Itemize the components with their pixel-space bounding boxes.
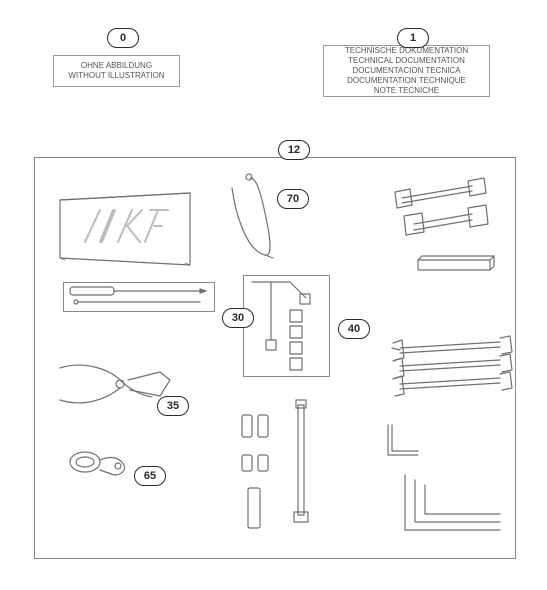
callout-65: 65: [134, 466, 166, 486]
callout-35: 35: [157, 396, 189, 416]
callout-0: 0: [107, 28, 139, 48]
callout-30-label: 30: [232, 312, 244, 324]
callout-65-label: 65: [144, 470, 156, 482]
callout-70: 70: [277, 189, 309, 209]
callout-30: 30: [222, 308, 254, 328]
callout-40: 40: [338, 319, 370, 339]
callout-12: 12: [278, 140, 310, 160]
callout-70-label: 70: [287, 193, 299, 205]
info-line-5: NOTE TECNICHE: [324, 86, 489, 96]
callout-0-label: 0: [120, 32, 126, 44]
socket-set-box: [243, 275, 330, 377]
callout-40-label: 40: [348, 323, 360, 335]
info-line-4: DOCUMENTATION TECHNIQUE: [324, 76, 489, 86]
info-line-3: DOCUMENTACION TECNICA: [324, 66, 489, 76]
callout-1-label: 1: [410, 32, 416, 44]
info-box-without-illustration: OHNE ABBILDUNG WITHOUT ILLUSTRATION: [53, 55, 180, 87]
info-line-1: OHNE ABBILDUNG: [54, 61, 179, 71]
callout-1: 1: [397, 28, 429, 48]
screwdriver-tray-box: [63, 282, 215, 312]
callout-12-label: 12: [288, 144, 300, 156]
info-line-2: TECHNICAL DOCUMENTATION: [324, 56, 489, 66]
info-box-technical-documentation: TECHNISCHE DOKUMENTATION TECHNICAL DOCUM…: [323, 45, 490, 97]
callout-35-label: 35: [167, 400, 179, 412]
info-line-2: WITHOUT ILLUSTRATION: [54, 71, 179, 81]
